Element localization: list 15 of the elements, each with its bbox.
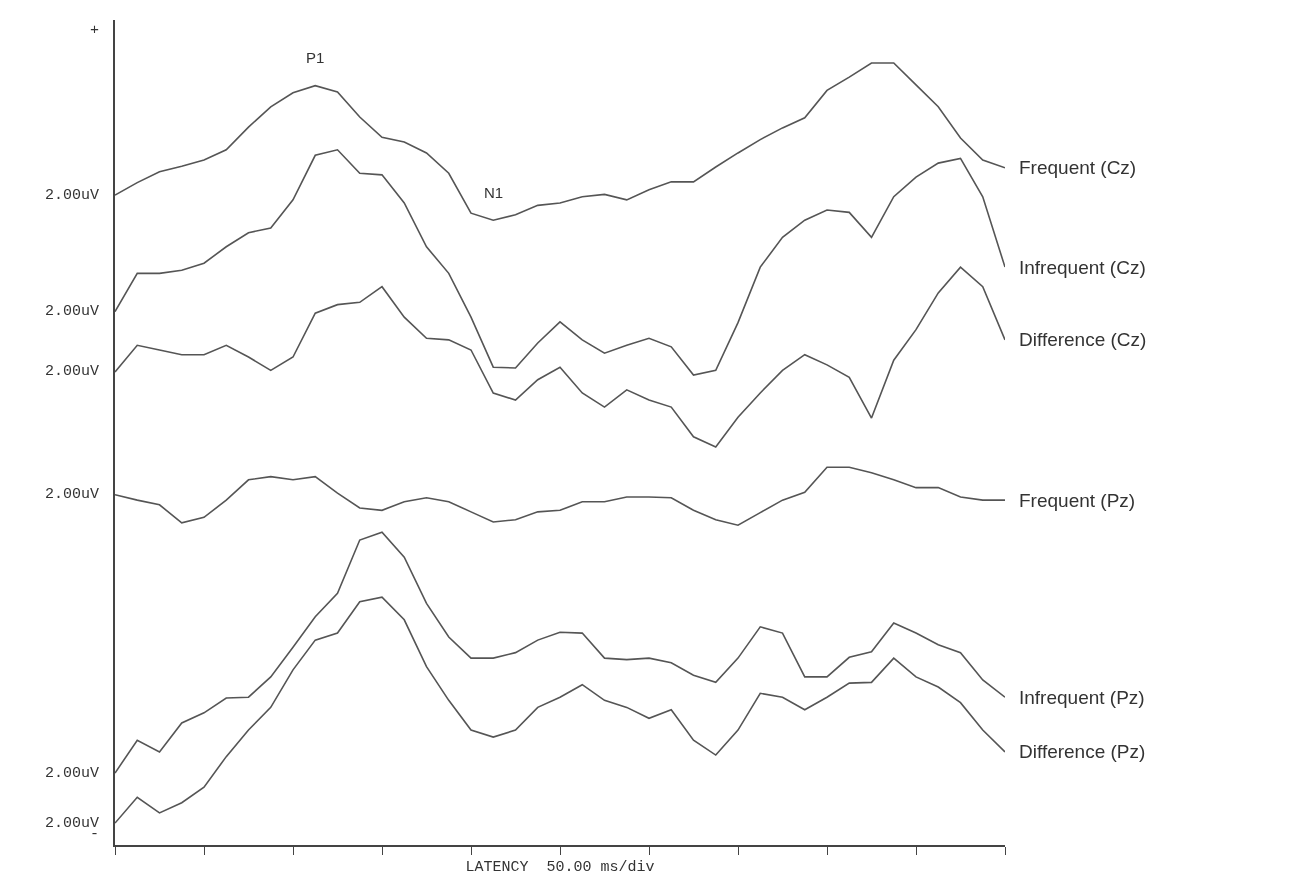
series-label: Infrequent (Cz)	[1019, 257, 1146, 278]
series-label: Frequent (Cz)	[1019, 157, 1137, 178]
text: 2.00uV	[45, 187, 100, 204]
series-label: Infrequent (Pz)	[1019, 687, 1145, 708]
text: 2.00uV	[45, 363, 100, 380]
annotation: N1	[484, 184, 504, 201]
annotation: P1	[306, 49, 325, 66]
text: +	[90, 22, 100, 39]
x-axis-title: LATENCY 50.00 ms/div	[465, 858, 655, 876]
series-label: Frequent (Pz)	[1019, 490, 1136, 511]
text: 2.00uV	[45, 765, 100, 782]
text: 2.00uV	[45, 303, 100, 320]
text: 2.00uV	[45, 486, 100, 503]
series-label: Difference (Pz)	[1019, 741, 1146, 762]
series-label: Difference (Cz)	[1019, 329, 1147, 350]
